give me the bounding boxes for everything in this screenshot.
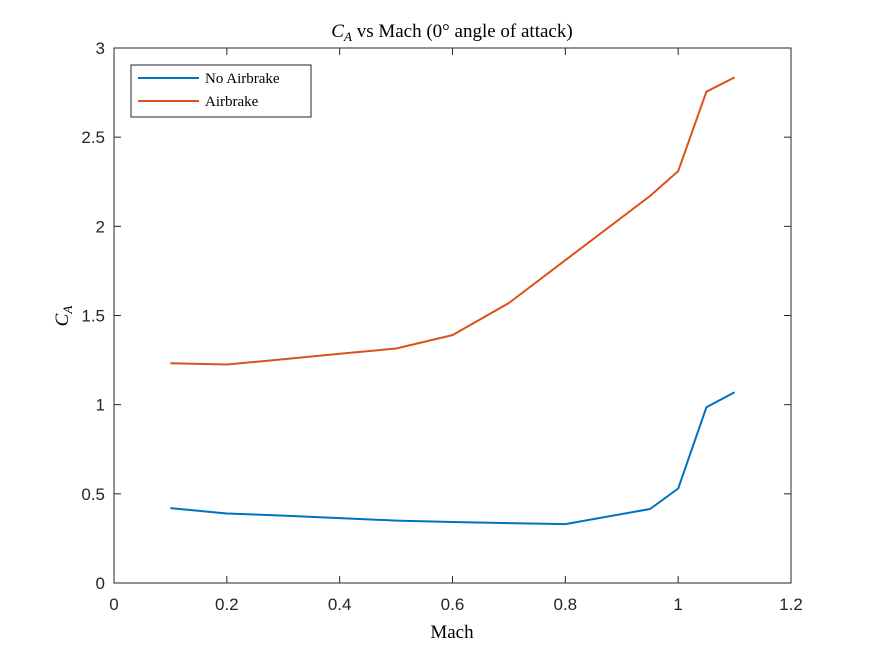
axes-box [113, 47, 792, 584]
plot-area: 0 0.2 0.4 0.6 0.8 1 1.2 0 0.5 1 1.5 2 2.5 3 [81, 39, 802, 614]
x-tick-label: 0.2 [215, 595, 239, 614]
x-tick-label: 1.2 [779, 595, 803, 614]
x-tick-label: 0.8 [554, 595, 578, 614]
legend-box [130, 64, 312, 118]
y-tick-label: 0.5 [81, 485, 105, 504]
y-tick-label: 2 [96, 217, 105, 236]
y-tick-label: 1 [96, 396, 105, 415]
y-ticks: 0 0.5 1 1.5 2 2.5 3 [81, 39, 791, 593]
x-tick-label: 0.4 [328, 595, 352, 614]
y-tick-label: 3 [96, 39, 105, 58]
series-lines [170, 76, 736, 526]
series-line-no-airbrake [170, 391, 736, 526]
legend-label-airbrake: Airbrake [205, 94, 259, 110]
y-axis-label: CA [52, 306, 75, 327]
y-tick-label: 1.5 [81, 307, 105, 326]
x-tick-label: 0 [109, 595, 118, 614]
x-axis-label: Mach [430, 622, 474, 643]
x-ticks: 0 0.2 0.4 0.6 0.8 1 1.2 [109, 48, 803, 614]
series-line-airbrake [170, 76, 736, 366]
y-tick-label: 0 [96, 574, 105, 593]
x-tick-label: 1 [673, 595, 682, 614]
y-tick-label: 2.5 [81, 128, 105, 147]
chart-title: CA vs Mach (0° angle of attack) [331, 21, 572, 44]
legend-label-no-airbrake: No Airbrake [205, 71, 280, 87]
x-tick-label: 0.6 [441, 595, 465, 614]
legend: No Airbrake Airbrake [130, 64, 312, 118]
